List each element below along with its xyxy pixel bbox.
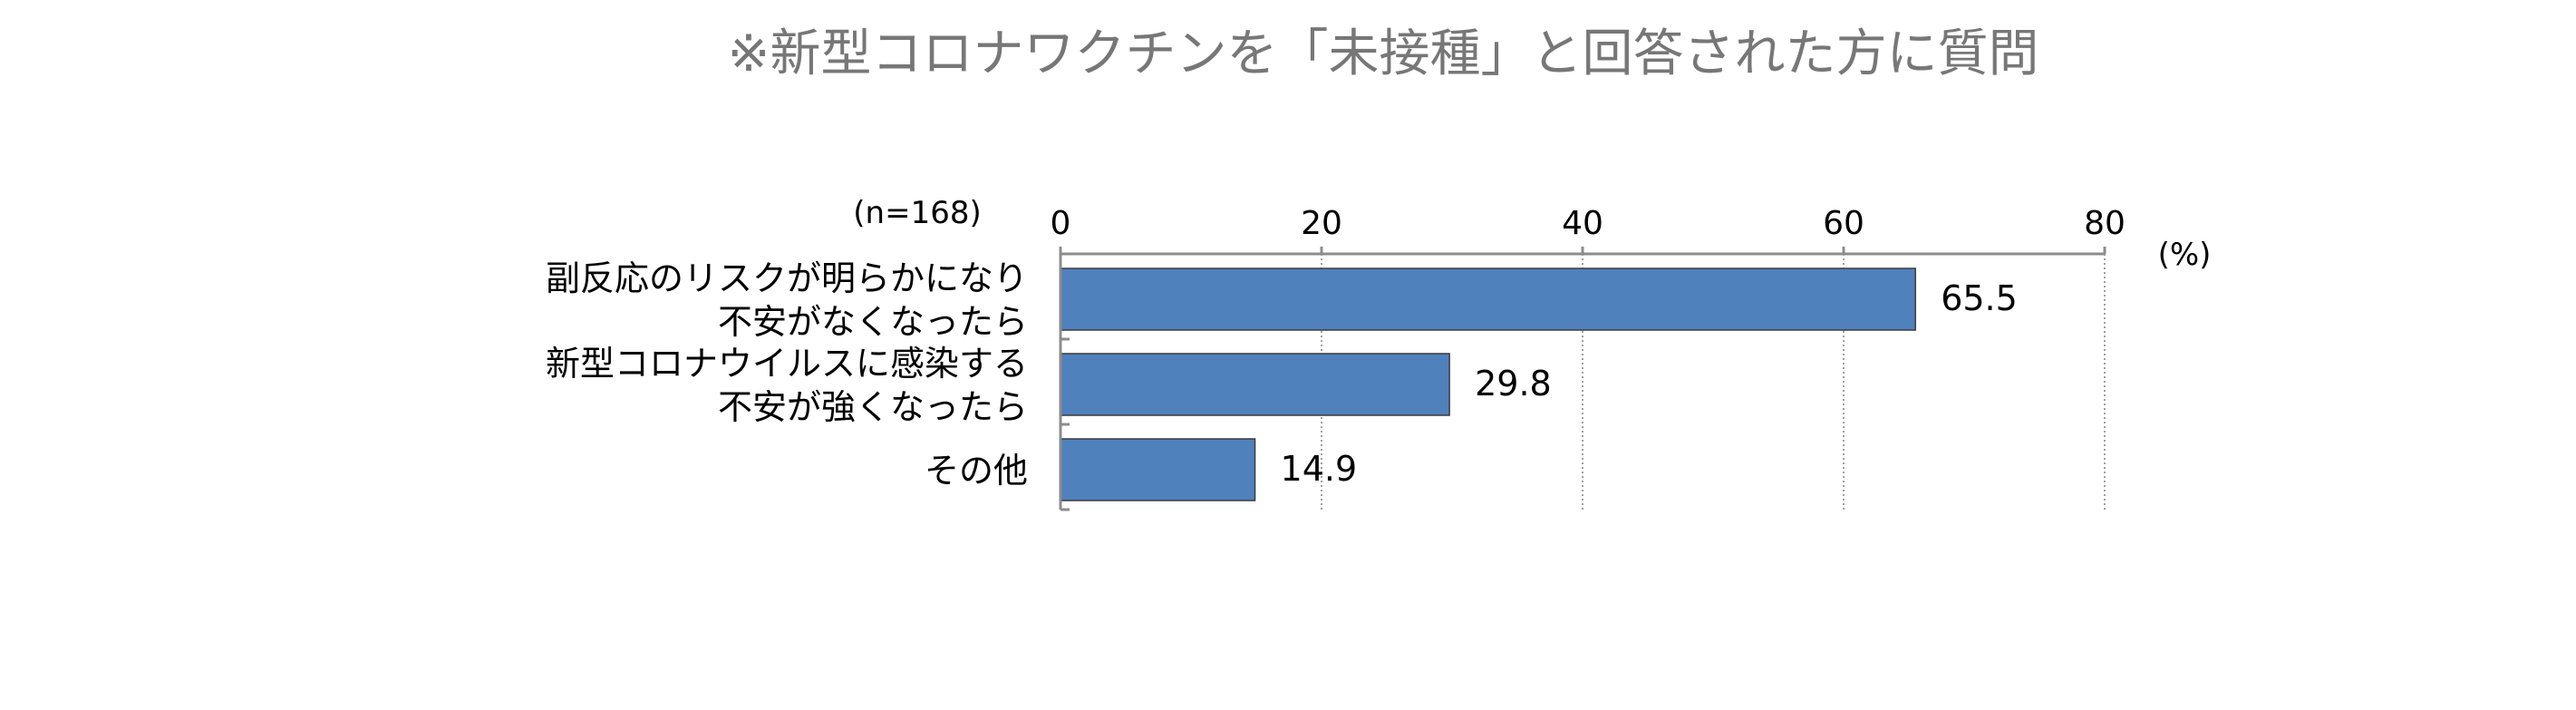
category-label: 新型コロナウイルスに感染する [546,344,1028,384]
chart-title: ※新型コロナワクチンを「未接種」と回答された方に質問 [728,24,2039,83]
x-tick-label: 80 [2084,205,2126,242]
bar [1060,353,1450,416]
category-labels: 副反応のリスクが明らかになり不安がなくなったら新型コロナウイルスに感染する不安が… [546,258,1028,491]
bar [1060,267,1916,331]
value-label: 65.5 [1941,278,2018,318]
x-tick-label: 0 [1051,205,1071,242]
unit-label: (%) [2158,237,2212,273]
category-label: その他 [925,451,1028,491]
x-tick-label: 40 [1562,205,1603,242]
category-label: 不安がなくなったら [718,302,1028,342]
x-tick-label: 60 [1823,205,1864,242]
x-axis: 0 20 40 60 80 [1051,205,2126,511]
category-label: 副反応のリスクが明らかになり [546,258,1028,298]
category-label: 不安が強くなったら [718,387,1028,427]
bar [1060,438,1256,501]
value-label: 14.9 [1281,449,1358,489]
bars: 65.5 29.8 14.9 [1060,267,2018,501]
value-label: 29.8 [1475,364,1552,404]
x-tick-label: 20 [1301,205,1342,242]
sample-size-note: (n=168) [853,195,981,231]
